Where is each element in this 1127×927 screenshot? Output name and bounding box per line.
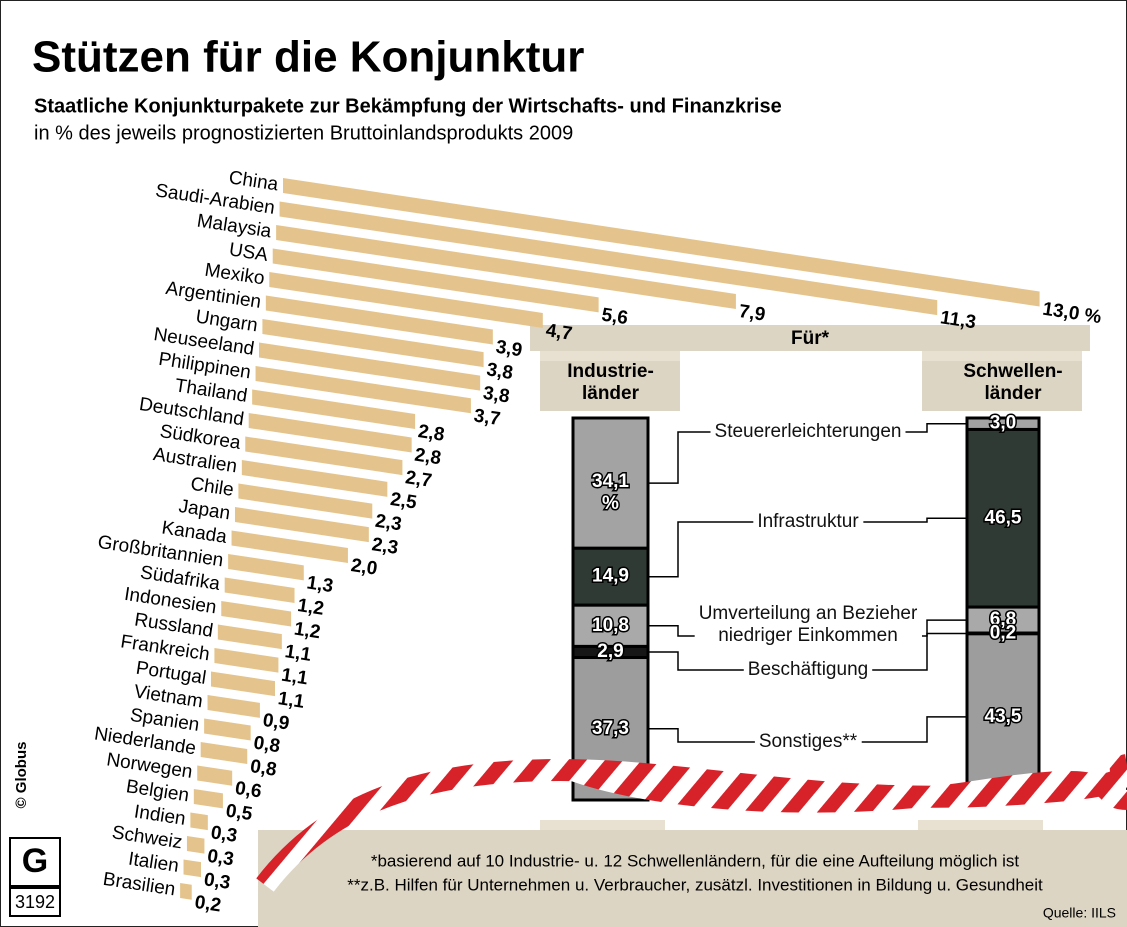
value-label: 1,2 [293,619,322,644]
value-label: 0,8 [249,756,278,781]
value-label: 2,3 [374,511,403,536]
value-label: 4,7 [544,320,573,345]
value-label: 2,5 [389,489,419,514]
value-label: 2,8 [413,445,442,470]
segment-label: 37,3 [592,718,629,739]
value-label: 0,5 [224,801,254,826]
stack-header: Für* [791,328,830,349]
value-label: 0,6 [234,778,263,803]
value-label: 0,9 [261,710,290,735]
value-label: 2,7 [404,467,433,492]
value-label: 1,1 [280,665,310,690]
description: in % des jeweils prognostizierten Brutto… [34,122,573,144]
value-label: 2,0 [349,555,378,580]
value-label: 3,8 [482,383,511,408]
value-label: 0,8 [252,733,281,758]
segment-label: 0,2 [990,622,1016,643]
value-label: 1,3 [305,572,334,597]
footnote: **z.B. Hilfen für Unternehmen u. Verbrau… [347,875,1043,894]
bar [190,813,207,831]
value-label: 3,8 [485,359,514,384]
value-label: 3,7 [472,405,501,430]
segment-label: 43,5 [985,706,1022,727]
logo: G [22,842,48,880]
segment-label: 14,9 [592,566,629,587]
title: Stützen für die Konjunktur [32,33,584,82]
pillar-base [540,820,665,830]
category-label: Sonstiges** [759,731,858,752]
value-label: 7,9 [737,301,766,326]
value-label: 2,3 [370,534,399,559]
value-label: 1,1 [283,641,313,666]
credit: © Globus [13,742,30,809]
value-label: 0,2 [193,892,222,917]
value-label: 2,8 [417,421,446,446]
bar [180,883,192,900]
segment-label: 46,5 [985,507,1022,528]
value-label: 0,3 [206,846,235,871]
bar [187,836,204,854]
subtitle: Staatliche Konjunkturpakete zur Bekämpfu… [34,95,782,117]
category-label: Infrastruktur [757,511,859,532]
capital [922,351,1082,361]
category-label: Steuererleichterungen [715,421,902,442]
infographic: Stützen für die Konjunktur Staatliche Ko… [0,0,1127,927]
footnote: *basierend auf 10 Industrie- u. 12 Schwe… [371,851,1020,870]
segment-label: 10,8 [592,615,629,636]
value-label: 5,6 [600,305,629,330]
source: Quelle: IILS [1043,905,1116,921]
capital [540,351,680,361]
pillar-base [918,820,1043,830]
segment-label: 3,0 [990,413,1016,434]
category-label: Beschäftigung [748,659,868,680]
graphic-id: 3192 [15,892,55,912]
value-label: 3,9 [494,337,523,362]
segment-label: 2,9 [597,641,623,662]
value-label: 0,3 [209,822,238,847]
value-label: 1,2 [296,595,325,620]
value-label: 0,3 [203,869,232,894]
bar [184,860,201,878]
value-label: 1,1 [277,688,307,713]
